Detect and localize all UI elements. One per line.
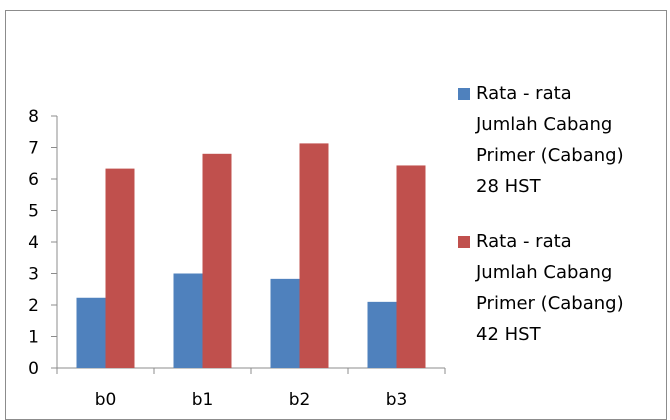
y-tick-label: 6 [28, 170, 39, 190]
legend-label: 42 HST [476, 324, 542, 345]
legend-label: Primer (Cabang) [476, 145, 624, 166]
x-tick-label: b1 [192, 390, 214, 410]
legend-label: Jumlah Cabang [475, 114, 612, 135]
y-tick-label: 1 [28, 328, 39, 348]
bar [270, 278, 300, 368]
legend-label: Jumlah Cabang [475, 262, 612, 283]
legend-swatch [458, 236, 470, 248]
bar [76, 297, 106, 368]
legend-label: 28 HST [476, 176, 542, 197]
legend-label: Rata - rata [476, 231, 572, 252]
y-tick-label: 5 [28, 202, 39, 222]
y-tick-label: 8 [28, 107, 39, 127]
y-tick-label: 7 [28, 139, 39, 159]
legend: Rata - rata Jumlah Cabang Primer (Cabang) 2… [458, 83, 624, 345]
legend-label: Rata - rata [476, 83, 572, 104]
x-axis: b0 b1 b2 b3 [56, 367, 446, 410]
legend-label: Primer (Cabang) [476, 293, 624, 314]
y-axis: 0 1 2 3 4 5 6 7 8 [28, 107, 58, 379]
y-tick-label: 4 [28, 233, 39, 253]
bar [173, 273, 203, 368]
bar [202, 153, 232, 368]
bar [299, 143, 329, 368]
bar [367, 301, 397, 368]
y-tick-label: 0 [28, 359, 39, 379]
y-tick-label: 2 [28, 296, 39, 316]
x-tick-label: b0 [95, 390, 117, 410]
bar [105, 168, 135, 368]
x-tick-label: b3 [386, 390, 408, 410]
bars [76, 143, 426, 368]
x-tick-label: b2 [289, 390, 311, 410]
legend-swatch [458, 88, 470, 100]
bar [396, 165, 426, 368]
y-tick-label: 3 [28, 265, 39, 285]
